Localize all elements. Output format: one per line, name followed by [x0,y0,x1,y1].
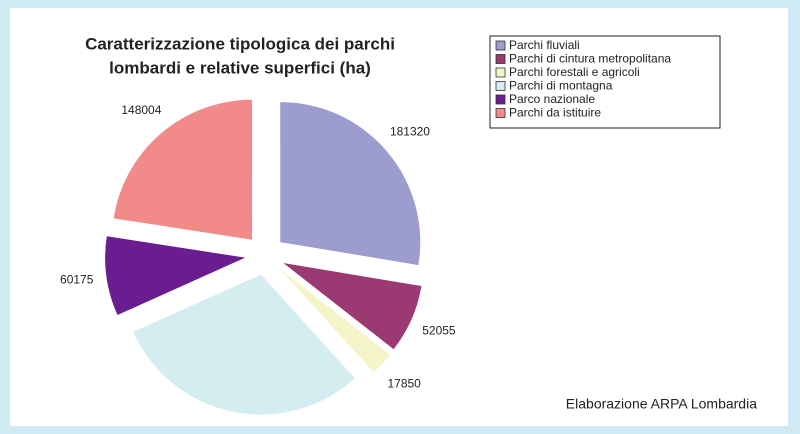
legend-swatch [495,54,506,64]
data-label: 60175 [60,273,94,287]
legend-swatch [495,108,506,118]
legend-label: Parchi forestali e agricoli [509,65,640,79]
legend-swatch [495,40,506,51]
legend-label: Parchi fluviali [509,38,580,52]
pie-slice [283,263,422,350]
data-label: 148004 [121,103,161,117]
legend-label: Parchi di cintura metropolitana [509,52,671,66]
legend-label: Parco nazionale [509,92,595,106]
source-note: Elaborazione ARPA Lombardia [566,396,757,412]
data-label: 181320 [390,124,430,138]
legend-label: Parchi di montagna [509,79,613,93]
pie-slice [280,102,421,266]
chart-title: Caratterizzazione tipologica dei parchi [85,34,395,53]
data-label: 52055 [422,324,456,338]
legend-box [489,35,721,129]
legend-swatch [495,81,506,91]
chart-title: lombardi e relative superfici (ha) [109,58,371,77]
pie-slice [105,236,246,316]
legend-swatch [495,67,506,78]
pie-slice [279,268,390,373]
legend-swatch [495,94,506,105]
data-label: 17850 [387,377,421,391]
pie-slice [113,99,252,240]
legend-label: Parchi da istituire [509,106,601,120]
pie-slice [133,274,355,415]
